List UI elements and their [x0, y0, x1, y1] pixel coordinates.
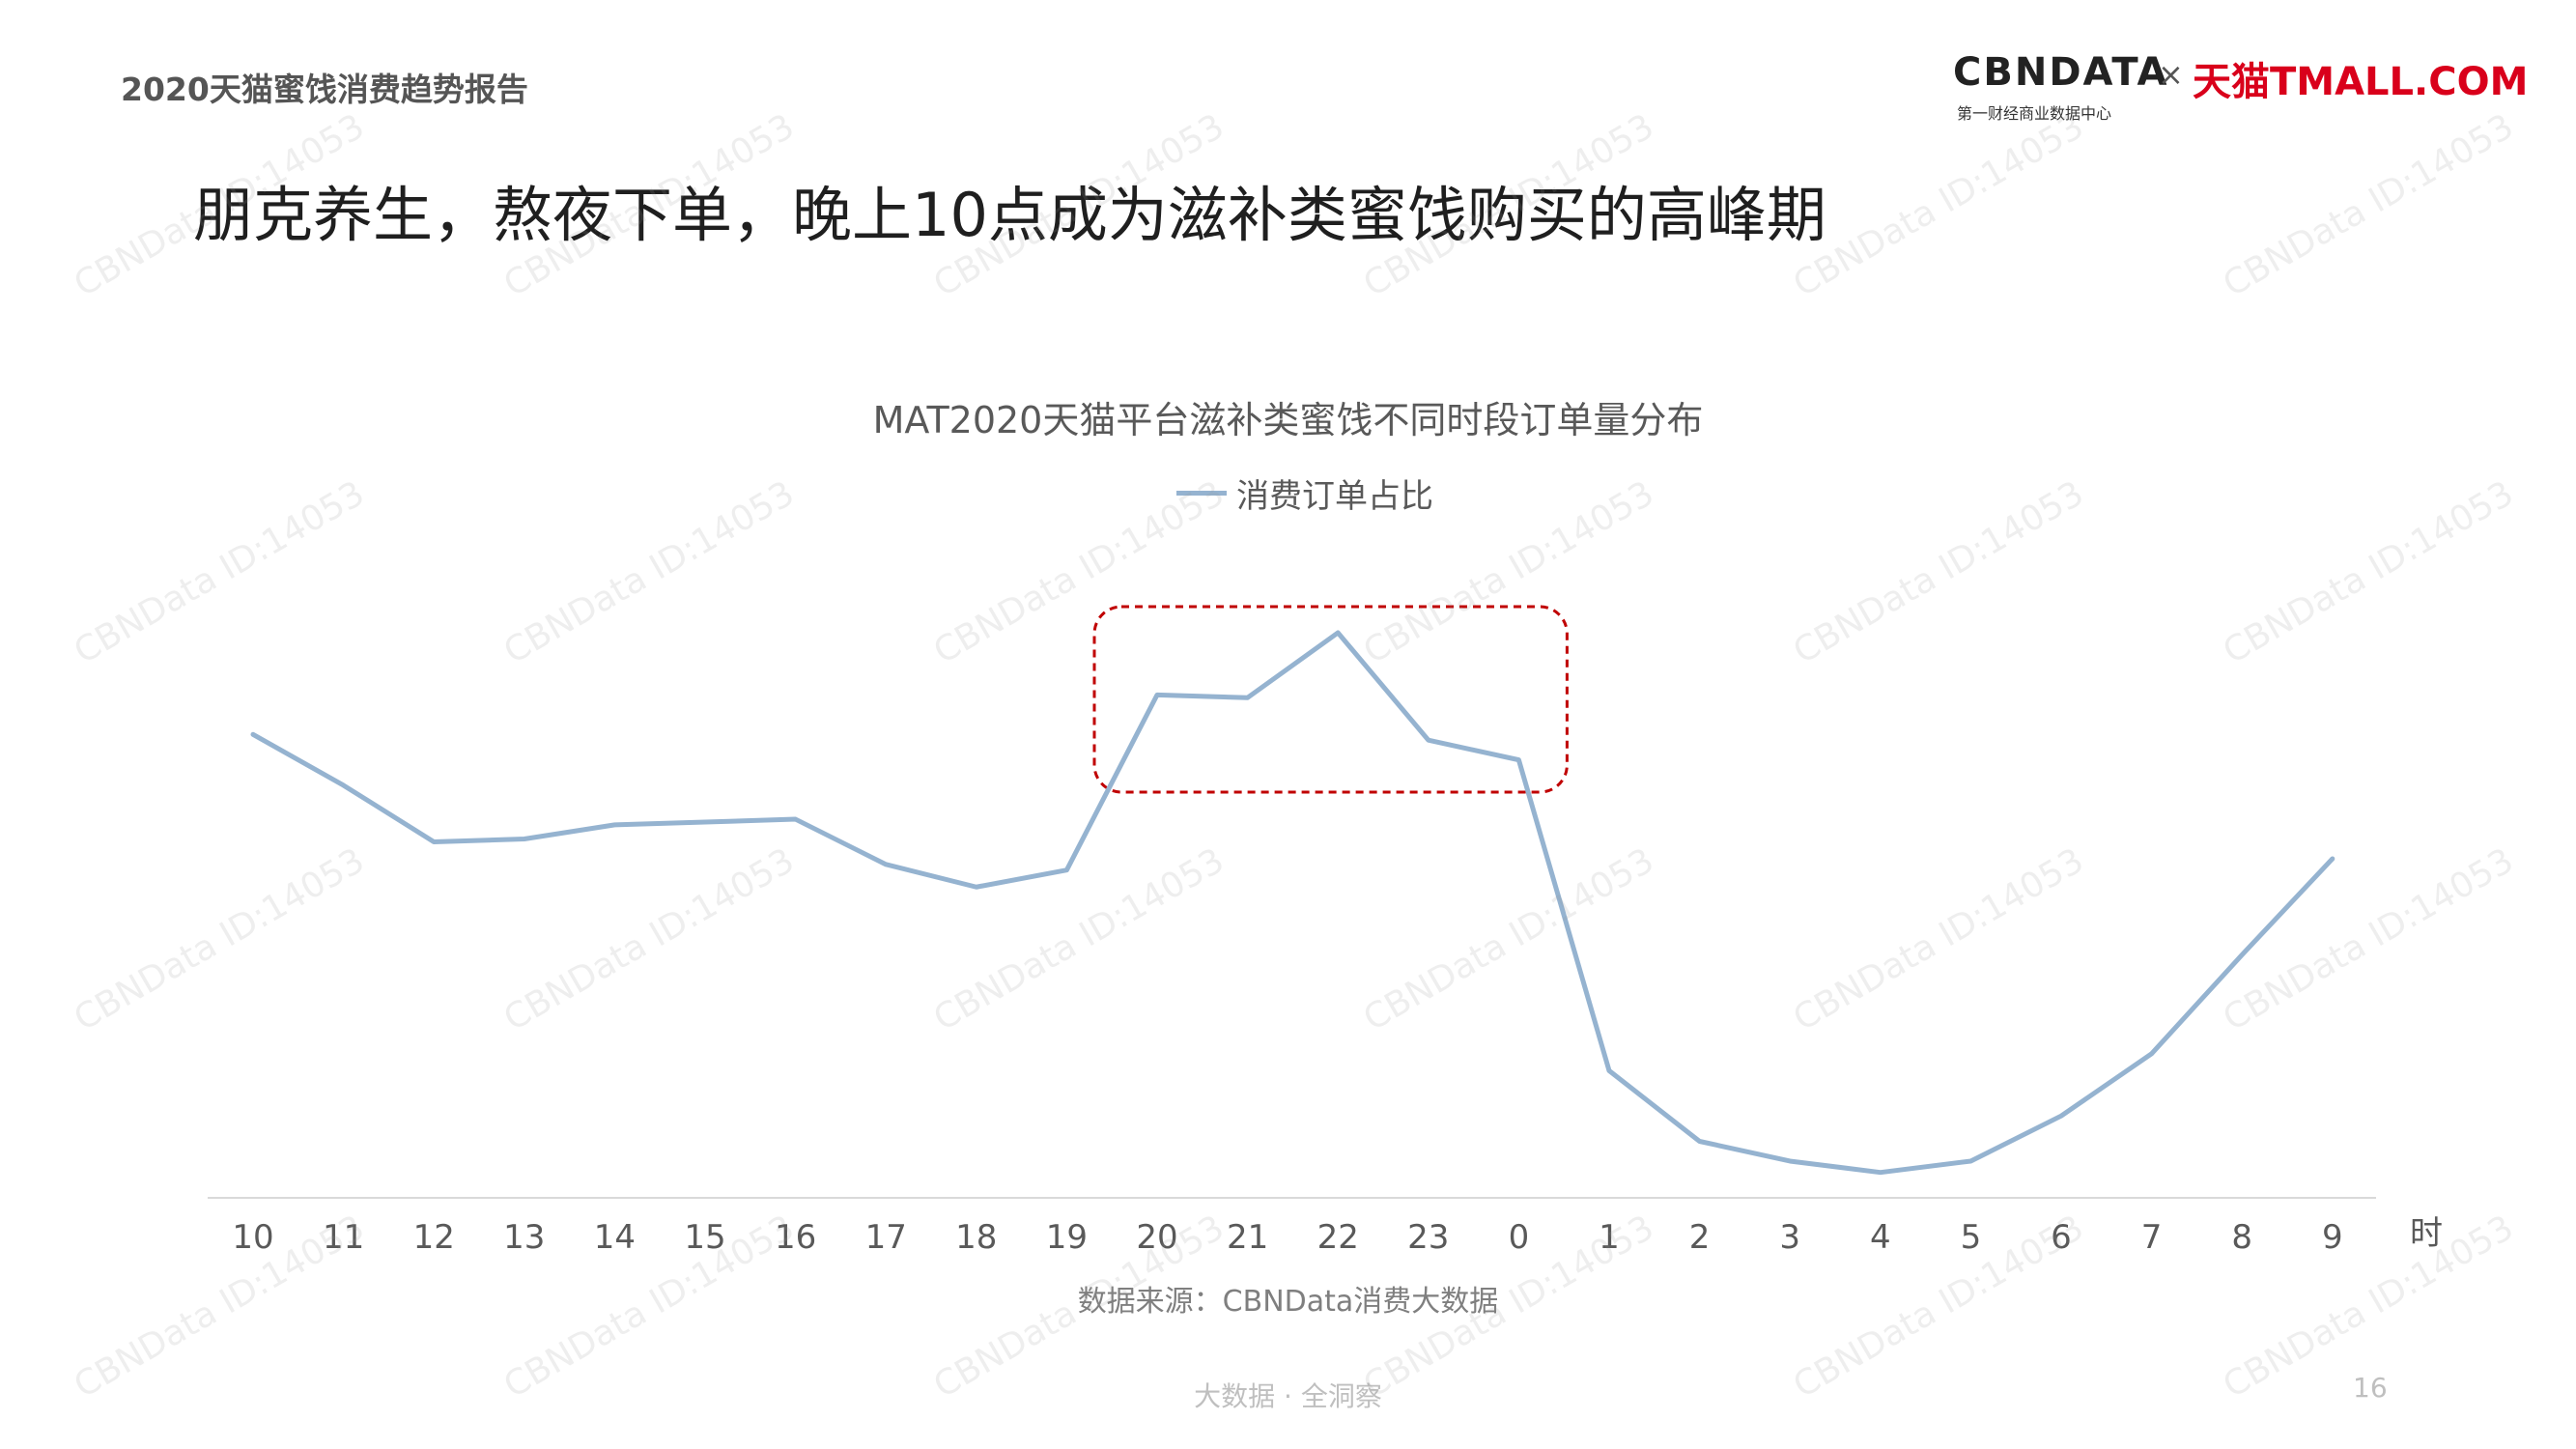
footer-slogan: 大数据 · 全洞察 [0, 1376, 2576, 1414]
series-line [253, 633, 2333, 1173]
x-tick-label: 6 [2051, 1218, 2072, 1257]
x-tick-label: 17 [865, 1218, 907, 1257]
x-tick-label: 7 [2141, 1218, 2163, 1257]
x-tick-label: 19 [1046, 1218, 1088, 1257]
x-tick-label: 12 [413, 1218, 455, 1257]
x-tick-label: 9 [2322, 1218, 2343, 1257]
x-tick-label: 4 [1870, 1218, 1891, 1257]
x-tick-label: 2 [1689, 1218, 1711, 1257]
x-axis-label: 时 [2410, 1214, 2443, 1253]
page-number: 16 [2353, 1372, 2388, 1404]
x-tick-label: 11 [323, 1218, 364, 1257]
x-tick-label: 1 [1599, 1218, 1620, 1257]
peak-highlight-box [1094, 607, 1567, 792]
x-tick-label: 16 [775, 1218, 816, 1257]
x-tick-label: 10 [232, 1218, 273, 1257]
x-tick-label: 23 [1407, 1218, 1449, 1257]
x-tick-label: 3 [1779, 1218, 1800, 1257]
x-tick-label: 22 [1317, 1218, 1359, 1257]
x-tick-label: 18 [955, 1218, 997, 1257]
x-tick-label: 8 [2231, 1218, 2252, 1257]
x-tick-label: 15 [684, 1218, 725, 1257]
x-tick-label: 0 [1509, 1218, 1530, 1257]
x-tick-label: 20 [1136, 1218, 1177, 1257]
x-tick-label: 5 [1961, 1218, 1982, 1257]
data-source: 数据来源：CBNData消费大数据 [0, 1277, 2576, 1320]
x-tick-label: 21 [1227, 1218, 1268, 1257]
x-tick-label: 14 [594, 1218, 636, 1257]
x-tick-label: 13 [503, 1218, 545, 1257]
